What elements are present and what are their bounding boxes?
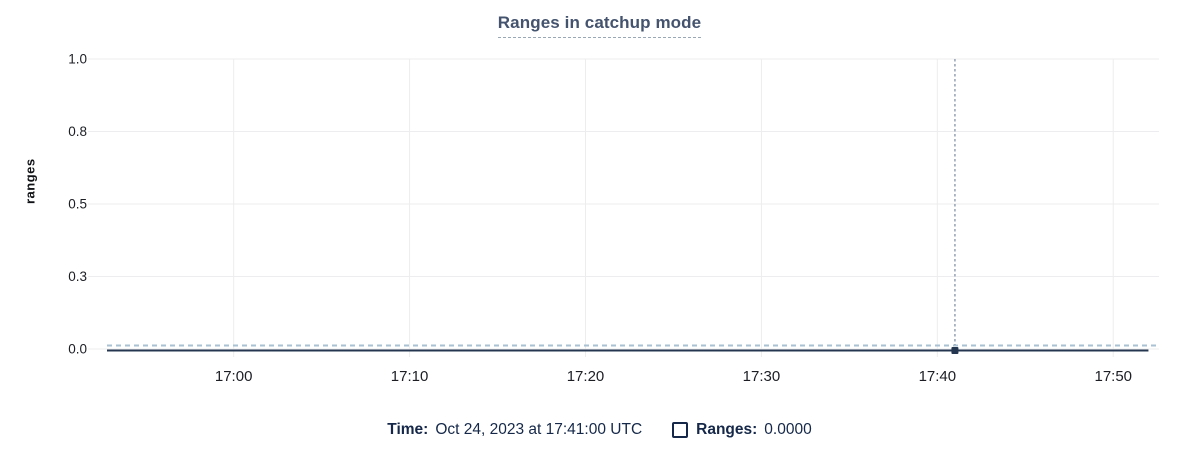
x-tick-label: 17:00 — [215, 368, 253, 385]
ranges-series-checkbox[interactable] — [672, 422, 689, 438]
y-tick-label: 1.0 — [68, 52, 87, 67]
x-tick-label: 17:40 — [919, 368, 957, 385]
y-tick-label: 0.8 — [68, 124, 87, 139]
y-tick-label: 0.0 — [68, 342, 87, 357]
x-tick-label: 17:20 — [567, 368, 605, 385]
x-tick-label: 17:50 — [1094, 368, 1132, 385]
y-tick-label: 0.3 — [68, 269, 87, 284]
legend-ranges-value: 0.0000 — [764, 421, 812, 438]
legend-series-item: Ranges: 0.0000 — [672, 419, 812, 441]
y-tick-label: 0.5 — [68, 197, 87, 212]
legend-time-label: Time: — [387, 421, 429, 438]
chart-header: Ranges in catchup mode — [0, 13, 1199, 38]
x-tick-label: 17:10 — [391, 368, 429, 385]
legend-ranges-label: Ranges: — [696, 421, 758, 438]
legend-time-value: Oct 24, 2023 at 17:41:00 UTC — [435, 421, 643, 438]
chart-title[interactable]: Ranges in catchup mode — [497, 13, 702, 38]
hover-marker — [951, 347, 959, 354]
legend: Time: Oct 24, 2023 at 17:41:00 UTC Range… — [0, 419, 1199, 441]
x-tick-label: 17:30 — [743, 368, 781, 385]
